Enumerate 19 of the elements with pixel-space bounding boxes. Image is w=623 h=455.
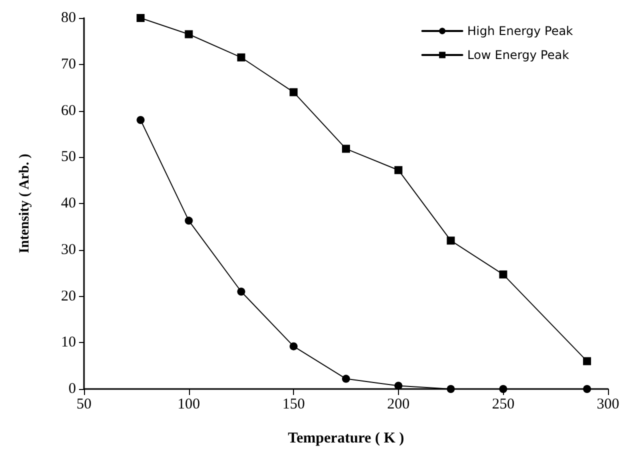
x-tick-label: 300 [596, 396, 620, 412]
y-tick-label: 10 [61, 334, 76, 351]
y-axis-title: Intensity ( Arb. ) [18, 153, 32, 254]
x-tick-label: 250 [492, 396, 514, 412]
y-tick-label: 0 [68, 381, 76, 397]
legend-label: High Energy Peak [467, 24, 574, 38]
x-tick-label: 100 [178, 396, 200, 412]
y-tick-label: 60 [61, 102, 76, 119]
y-tick-label: 80 [61, 10, 76, 26]
y-tick-label: 30 [61, 242, 76, 258]
x-tick-label: 200 [387, 396, 410, 412]
y-tick-label: 50 [61, 149, 76, 166]
x-tick-label: 50 [76, 396, 92, 412]
y-tick-label: 70 [61, 56, 76, 72]
x-tick-label: 150 [282, 396, 305, 412]
legend-label: Low Energy Peak [467, 48, 570, 62]
y-tick-label: 40 [61, 196, 76, 212]
y-tick-label: 20 [61, 288, 76, 304]
x-axis-title: Temperature ( K ) [288, 430, 404, 446]
